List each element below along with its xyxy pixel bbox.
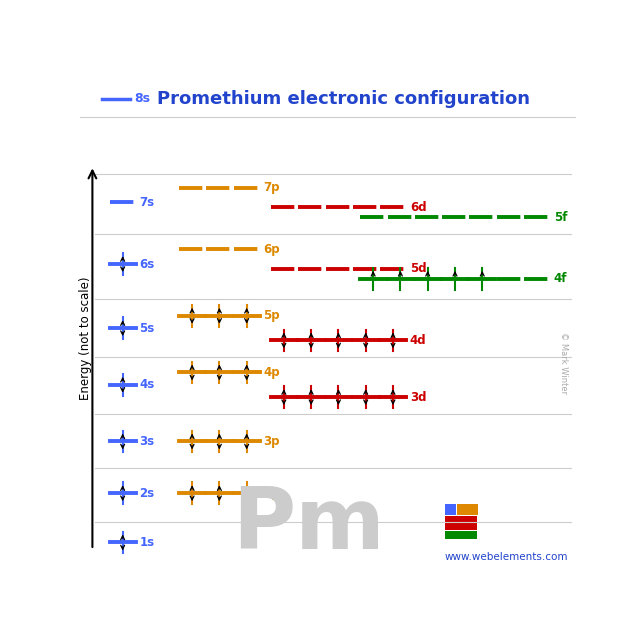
Text: 4s: 4s	[140, 378, 155, 391]
Text: 5f: 5f	[554, 211, 567, 224]
Text: 3d: 3d	[410, 390, 426, 404]
Text: Promethium electronic configuration: Promethium electronic configuration	[157, 90, 530, 108]
Text: 5d: 5d	[410, 262, 426, 275]
Bar	[445, 504, 456, 515]
Text: © Mark Winter: © Mark Winter	[559, 332, 568, 394]
Text: 7p: 7p	[264, 181, 280, 194]
Text: Pm: Pm	[232, 484, 385, 567]
Text: 3p: 3p	[264, 435, 280, 448]
Text: 3s: 3s	[140, 435, 155, 448]
Text: 6d: 6d	[410, 201, 426, 214]
Text: 7s: 7s	[140, 196, 155, 209]
Bar	[458, 504, 478, 515]
Text: 2s: 2s	[140, 486, 155, 500]
Text: 4p: 4p	[264, 366, 280, 379]
Text: 4f: 4f	[554, 273, 567, 285]
Text: 8s: 8s	[134, 92, 150, 106]
Bar	[445, 516, 477, 530]
Text: 2p: 2p	[264, 486, 280, 500]
Text: 5p: 5p	[264, 309, 280, 323]
Text: 6p: 6p	[264, 243, 280, 256]
Text: 5s: 5s	[140, 322, 155, 335]
Text: www.webelements.com: www.webelements.com	[445, 552, 568, 563]
Text: Energy (not to scale): Energy (not to scale)	[79, 276, 92, 400]
Bar	[445, 531, 477, 539]
Text: 1s: 1s	[140, 536, 155, 549]
Text: 4d: 4d	[410, 334, 426, 347]
Text: 6s: 6s	[140, 257, 155, 271]
